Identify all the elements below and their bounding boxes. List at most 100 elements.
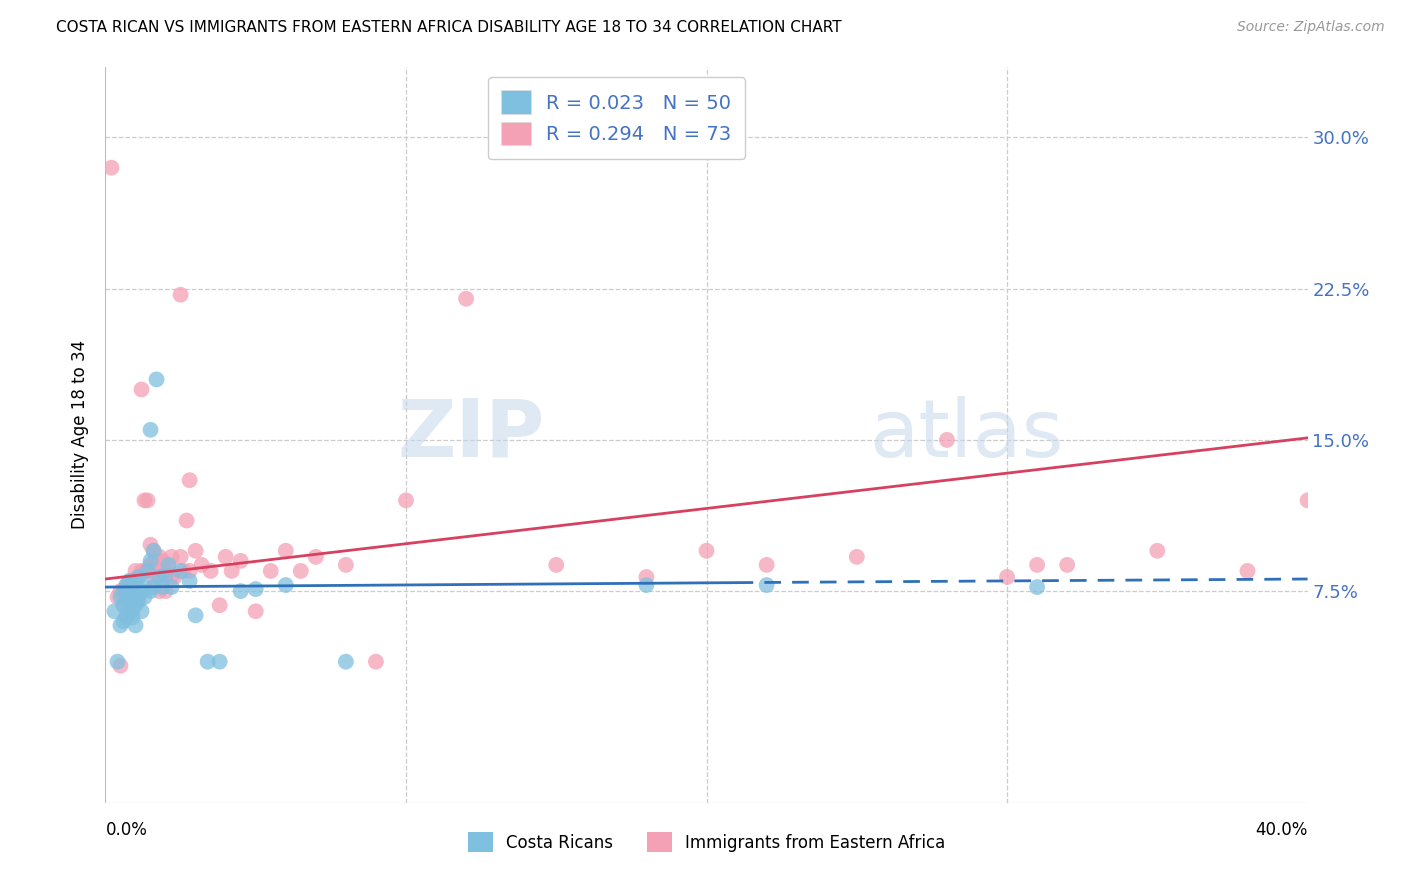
- Point: [169, 287, 191, 301]
- Point: [190, 558, 212, 572]
- Point: [364, 655, 387, 669]
- Point: [115, 610, 138, 624]
- Point: [148, 570, 170, 584]
- Point: [636, 570, 658, 584]
- Point: [131, 564, 153, 578]
- Point: [103, 604, 125, 618]
- Point: [696, 543, 718, 558]
- Point: [118, 574, 141, 588]
- Point: [145, 554, 167, 568]
- Point: [128, 594, 150, 608]
- Point: [995, 570, 1018, 584]
- Point: [110, 658, 132, 673]
- Point: [124, 564, 146, 578]
- Point: [134, 564, 156, 578]
- Point: [163, 570, 186, 584]
- Point: [131, 383, 153, 397]
- Point: [157, 558, 180, 572]
- Point: [139, 423, 162, 437]
- Point: [110, 590, 132, 604]
- Point: [245, 582, 267, 596]
- Point: [112, 615, 135, 629]
- Point: [152, 580, 174, 594]
- Text: 0.0%: 0.0%: [105, 822, 148, 839]
- Point: [229, 584, 252, 599]
- Point: [157, 558, 180, 572]
- Text: COSTA RICAN VS IMMIGRANTS FROM EASTERN AFRICA DISABILITY AGE 18 TO 34 CORRELATIO: COSTA RICAN VS IMMIGRANTS FROM EASTERN A…: [56, 20, 842, 35]
- Point: [148, 584, 170, 599]
- Point: [335, 558, 357, 572]
- Point: [124, 618, 146, 632]
- Point: [136, 564, 159, 578]
- Point: [179, 473, 201, 487]
- Point: [208, 598, 231, 612]
- Point: [112, 584, 135, 599]
- Point: [139, 584, 162, 599]
- Point: [139, 558, 162, 572]
- Point: [229, 554, 252, 568]
- Point: [121, 590, 143, 604]
- Point: [173, 564, 195, 578]
- Point: [128, 570, 150, 584]
- Point: [546, 558, 568, 572]
- Point: [1236, 564, 1258, 578]
- Point: [274, 543, 297, 558]
- Point: [100, 161, 122, 175]
- Point: [274, 578, 297, 592]
- Point: [305, 549, 328, 564]
- Point: [124, 594, 146, 608]
- Point: [124, 598, 146, 612]
- Point: [169, 564, 191, 578]
- Point: [121, 604, 143, 618]
- Point: [260, 564, 283, 578]
- Point: [755, 558, 778, 572]
- Point: [155, 584, 177, 599]
- Point: [335, 655, 357, 669]
- Point: [115, 578, 138, 592]
- Point: [131, 584, 153, 599]
- Point: [142, 580, 165, 594]
- Point: [107, 655, 129, 669]
- Point: [142, 543, 165, 558]
- Point: [1026, 580, 1049, 594]
- Point: [1296, 493, 1319, 508]
- Point: [148, 564, 170, 578]
- Point: [142, 543, 165, 558]
- Point: [200, 564, 222, 578]
- Point: [136, 493, 159, 508]
- Point: [1026, 558, 1049, 572]
- Point: [395, 493, 418, 508]
- Point: [124, 588, 146, 602]
- Point: [139, 538, 162, 552]
- Point: [184, 608, 207, 623]
- Point: [221, 564, 243, 578]
- Point: [197, 655, 219, 669]
- Point: [110, 584, 132, 599]
- Point: [121, 584, 143, 599]
- Point: [115, 594, 138, 608]
- Point: [214, 549, 236, 564]
- Point: [636, 578, 658, 592]
- Point: [136, 564, 159, 578]
- Point: [245, 604, 267, 618]
- Point: [1146, 543, 1168, 558]
- Point: [145, 570, 167, 584]
- Point: [115, 608, 138, 623]
- Point: [139, 554, 162, 568]
- Point: [121, 594, 143, 608]
- Point: [121, 584, 143, 599]
- Point: [118, 588, 141, 602]
- Point: [160, 549, 183, 564]
- Point: [179, 564, 201, 578]
- Point: [118, 574, 141, 588]
- Point: [208, 655, 231, 669]
- Point: [128, 570, 150, 584]
- Point: [118, 594, 141, 608]
- Text: Source: ZipAtlas.com: Source: ZipAtlas.com: [1237, 20, 1385, 34]
- Point: [845, 549, 868, 564]
- Legend: Costa Ricans, Immigrants from Eastern Africa: Costa Ricans, Immigrants from Eastern Af…: [460, 823, 953, 861]
- Point: [134, 493, 156, 508]
- Point: [160, 580, 183, 594]
- Point: [152, 554, 174, 568]
- Y-axis label: Disability Age 18 to 34: Disability Age 18 to 34: [72, 340, 90, 530]
